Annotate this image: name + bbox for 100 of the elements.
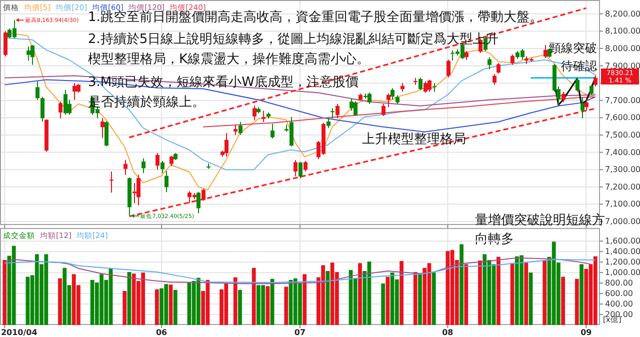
x-tick-label: 07 xyxy=(294,328,306,337)
bar xyxy=(432,272,436,325)
candlestick xyxy=(294,160,298,177)
candlestick xyxy=(446,59,450,78)
bar xyxy=(542,260,547,325)
bar xyxy=(238,290,242,325)
bar xyxy=(528,272,533,325)
candlestick xyxy=(492,74,496,86)
y-tick-label: 1,400.00 xyxy=(605,247,640,256)
bar xyxy=(266,286,270,325)
y-tick-label: 7,500.00 xyxy=(605,130,640,140)
candlestick xyxy=(110,171,114,194)
bar xyxy=(418,274,422,325)
y-tick-label: 1,200.00 xyxy=(605,258,640,267)
bar xyxy=(168,284,173,325)
candlestick xyxy=(590,84,594,96)
bar xyxy=(122,290,127,325)
bar xyxy=(2,260,7,325)
y-tick-label: 600.00 xyxy=(605,289,633,298)
candlestick xyxy=(124,159,128,176)
bar xyxy=(302,274,307,325)
candlestick xyxy=(156,152,160,170)
y-tick-label: 8,200.00 xyxy=(605,9,640,18)
bar xyxy=(482,254,487,325)
y-tick-label: 7,900.00 xyxy=(605,61,640,70)
bar xyxy=(400,261,404,325)
y-tick-label: 7,700.00 xyxy=(605,96,640,105)
y-tick-label: 7,300.00 xyxy=(605,165,640,174)
candlestick xyxy=(234,124,238,136)
y-tick-label: 7,200.00 xyxy=(605,182,640,192)
bar xyxy=(580,264,584,325)
x-tick-label: 09 xyxy=(580,328,592,337)
x-tick-label: 08 xyxy=(442,328,454,337)
candlestick xyxy=(40,96,44,122)
candlestick xyxy=(330,108,334,119)
candlestick xyxy=(36,81,40,100)
bar xyxy=(524,262,528,325)
candlestick xyxy=(368,92,372,104)
bar xyxy=(413,272,418,325)
candlestick xyxy=(580,97,584,119)
bar xyxy=(460,244,464,325)
candlestick xyxy=(382,103,386,116)
candlestick xyxy=(326,117,330,129)
bar xyxy=(561,276,566,325)
candlestick xyxy=(164,170,168,193)
candlestick xyxy=(594,74,598,88)
y-tick-label: 7,000.00 xyxy=(605,217,640,226)
candlestick xyxy=(202,188,206,202)
y-tick-label: 7,100.00 xyxy=(605,200,640,209)
y-tick-label: 8,100.00 xyxy=(605,26,640,36)
candlestick xyxy=(30,44,34,66)
candlestick xyxy=(544,44,548,58)
candlestick xyxy=(160,160,164,174)
candlestick xyxy=(576,77,580,92)
y-tick-label: 800.00 xyxy=(605,278,633,288)
candlestick xyxy=(386,92,390,108)
candlestick xyxy=(136,174,140,206)
bar xyxy=(284,286,288,325)
y-tick-label: 7,400.00 xyxy=(605,148,640,157)
candlestick xyxy=(418,77,422,90)
bar xyxy=(386,276,390,325)
line-series xyxy=(8,32,596,190)
candlestick xyxy=(424,80,428,94)
bar xyxy=(478,260,482,325)
candlestick xyxy=(304,160,308,172)
candlestick xyxy=(72,82,76,100)
candlestick xyxy=(196,192,200,214)
candlestick xyxy=(238,122,242,136)
candlestick xyxy=(270,123,274,139)
bar xyxy=(464,264,468,325)
y-tick-label: 1,600.00 xyxy=(605,236,640,246)
x-tick-label: 06 xyxy=(156,328,168,337)
bar xyxy=(358,263,362,325)
y-tick-label: 1,000.00 xyxy=(605,268,640,278)
candlestick xyxy=(488,56,492,70)
candlestick xyxy=(510,54,514,66)
bar xyxy=(154,289,159,325)
candlestick xyxy=(100,118,104,139)
candlestick xyxy=(390,88,394,100)
bar xyxy=(593,256,598,325)
candlestick xyxy=(170,155,174,167)
x-tick-label: 2010/04 xyxy=(1,328,38,337)
y-tick-label: 400.00 xyxy=(605,300,633,309)
candlestick xyxy=(104,120,108,147)
candlestick xyxy=(354,100,358,116)
y-tick-label: 8,000.00 xyxy=(605,44,640,53)
bar xyxy=(492,264,496,325)
bar xyxy=(12,246,16,325)
bar xyxy=(58,278,62,325)
bar xyxy=(381,284,386,325)
candlestick xyxy=(262,110,266,123)
bar xyxy=(496,256,500,325)
candlestick xyxy=(58,101,62,119)
bar xyxy=(233,277,238,325)
candlestick xyxy=(496,62,500,74)
candlestick xyxy=(4,30,8,57)
candlestick xyxy=(562,91,566,103)
candlestick xyxy=(26,46,30,62)
candlestick xyxy=(584,99,588,112)
bar xyxy=(26,276,30,325)
